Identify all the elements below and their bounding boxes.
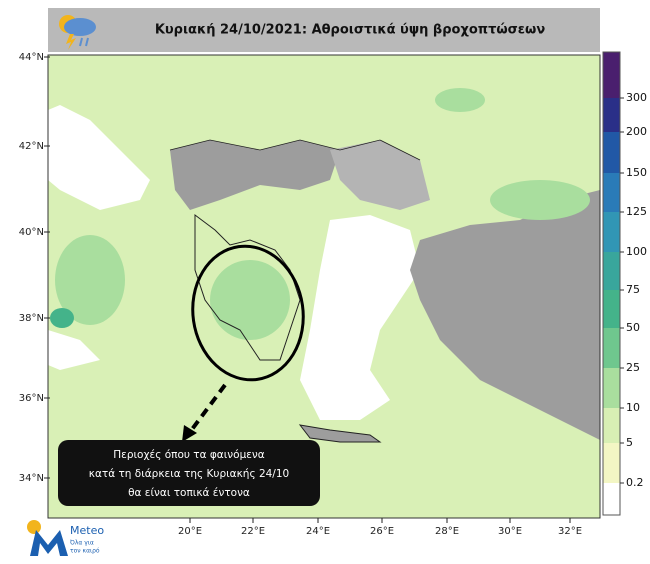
logo-tagline: Όλα για [69,540,94,547]
colorbar-band [603,173,620,212]
colorbar-band [603,368,620,408]
land [170,140,340,210]
lon-label: 26°E [370,526,394,537]
lon-label: 20°E [178,526,202,537]
lat-label: 44°N [19,52,44,63]
colorbar-label: 150 [626,166,647,179]
no-rain-area [300,215,420,420]
lon-label: 30°E [498,526,522,537]
colorbar-label: 75 [626,283,640,296]
no-rain-area [48,330,100,370]
colorbar-band [603,483,620,515]
colorbar-frame [602,51,621,516]
rain-patch [50,308,74,328]
annotation-line: θα είναι τοπικά έντονα [128,487,250,499]
colorbar-band [603,98,620,132]
colorbar-band [603,328,620,368]
colorbar-label: 5 [626,436,633,449]
colorbar-band [603,290,620,328]
rain-patch [55,235,125,325]
land [330,140,430,210]
land [48,55,600,170]
lat-label: 34°N [19,473,44,484]
lat-label: 36°N [19,393,44,404]
coastline [194,214,301,361]
arrow [188,383,227,434]
arrow-head [182,425,197,442]
lon-label: 24°E [306,526,330,537]
no-rain-area [48,105,150,210]
annotation-line: κατά τη διάρκεια της Κυριακής 24/10 [89,468,289,480]
lon-label: 22°E [241,526,265,537]
annotation-line: Περιοχές όπου τα φαινόμενα [113,449,265,461]
map-frame [47,54,601,519]
rain-patch [490,180,590,220]
colorbar-label: 10 [626,401,640,414]
rain-patch [210,260,290,340]
weather-icon [59,15,96,50]
colorbar-label: 300 [626,91,647,104]
colorbar-label: 125 [626,205,647,218]
colorbar-label: 25 [626,361,640,374]
annotation-box [58,440,320,506]
rain-patch [435,88,485,112]
title-bar [48,8,600,52]
lon-label: 28°E [435,526,459,537]
logo-tagline: τον καιρό [70,548,100,555]
colorbar-band [603,212,620,252]
lat-label: 42°N [19,141,44,152]
logo: Meteo Όλα για τον καιρό [27,520,104,556]
lat-label: 38°N [19,313,44,324]
land [410,190,600,440]
colorbar-band [603,252,620,290]
colorbar-label: 200 [626,125,647,138]
colorbar-band [603,132,620,173]
lat-label: 40°N [19,227,44,238]
lon-label: 32°E [558,526,582,537]
colorbar-label: 100 [626,245,647,258]
crete [298,424,382,443]
colorbar-label: 0.2 [626,476,644,489]
title: Κυριακή 24/10/2021: Αθροιστικά ύψη βροχο… [155,23,546,38]
colorbar-band [603,52,620,98]
logo-name: Meteo [70,524,104,537]
highlight-ellipse [191,244,305,382]
colorbar-band [603,443,620,483]
colorbar-band [603,408,620,443]
border [169,139,421,161]
colorbar-label: 50 [626,321,640,334]
